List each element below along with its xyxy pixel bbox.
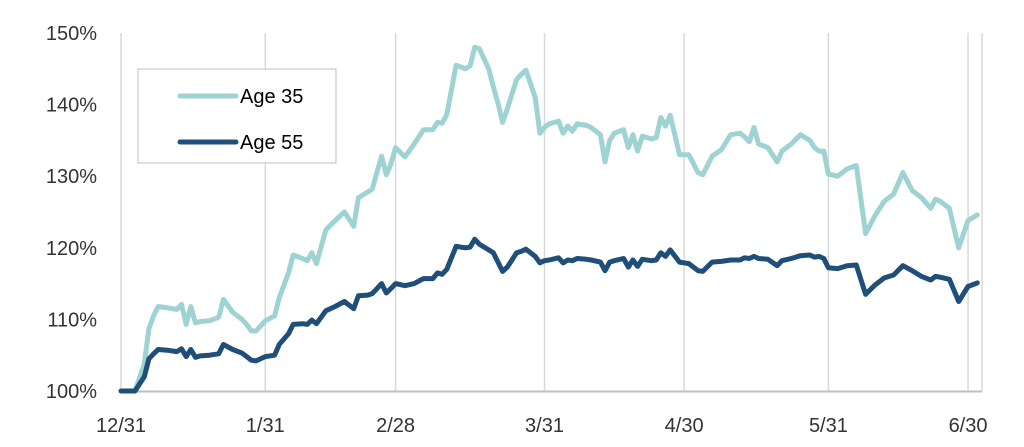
- legend-box: [137, 68, 337, 164]
- legend-label-age-55: Age 55: [240, 132, 303, 154]
- x-tick-label: 6/30: [949, 415, 988, 437]
- legend-label-age-35: Age 35: [240, 86, 303, 108]
- y-tick-label: 120%: [46, 238, 97, 260]
- x-tick-label: 2/28: [376, 415, 415, 437]
- x-tick-label: 1/31: [246, 415, 285, 437]
- legend: Age 35 Age 55: [137, 68, 337, 164]
- series-line-age55: [118, 236, 980, 394]
- y-tick-label: 110%: [47, 309, 97, 331]
- series-line-age35: [118, 44, 980, 394]
- y-tick-label: 140%: [46, 95, 97, 117]
- x-tick-label: 5/31: [809, 415, 848, 437]
- y-tick-label: 150%: [46, 23, 97, 45]
- series-lines: [118, 44, 980, 394]
- y-axis-ticks: 100% 110% 120% 130% 140% 150%: [46, 23, 97, 403]
- y-tick-label: 130%: [46, 166, 97, 188]
- x-tick-label: 4/30: [665, 415, 704, 437]
- x-tick-label: 3/31: [525, 415, 564, 437]
- y-tick-label: 100%: [46, 381, 97, 403]
- x-axis-ticks: 12/31 1/31 2/28 3/31 4/30 5/31 6/30: [96, 415, 988, 437]
- x-tick-label: 12/31: [96, 415, 146, 437]
